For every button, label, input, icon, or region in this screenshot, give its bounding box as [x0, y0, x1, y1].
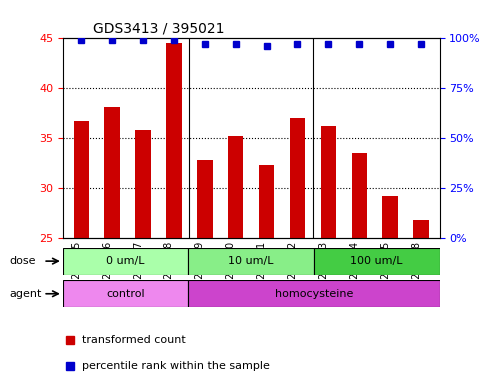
- Bar: [321, 126, 336, 238]
- Bar: [413, 220, 429, 238]
- Text: GDS3413 / 395021: GDS3413 / 395021: [93, 22, 225, 36]
- FancyBboxPatch shape: [188, 248, 314, 275]
- Bar: [290, 118, 305, 238]
- Bar: [135, 130, 151, 238]
- Bar: [228, 136, 243, 238]
- Text: homocysteine: homocysteine: [275, 289, 353, 299]
- Bar: [383, 196, 398, 238]
- Text: transformed count: transformed count: [82, 335, 185, 345]
- Bar: [197, 160, 213, 238]
- FancyBboxPatch shape: [63, 248, 188, 275]
- FancyBboxPatch shape: [188, 280, 440, 307]
- Bar: [73, 121, 89, 238]
- Text: dose: dose: [10, 256, 36, 266]
- Text: percentile rank within the sample: percentile rank within the sample: [82, 361, 270, 371]
- Text: 100 um/L: 100 um/L: [351, 256, 403, 266]
- Text: 0 um/L: 0 um/L: [106, 256, 145, 266]
- FancyBboxPatch shape: [314, 248, 440, 275]
- Bar: [104, 107, 120, 238]
- Text: agent: agent: [10, 289, 42, 299]
- Text: control: control: [106, 289, 145, 299]
- Text: 10 um/L: 10 um/L: [228, 256, 274, 266]
- FancyBboxPatch shape: [63, 280, 188, 307]
- Bar: [352, 153, 367, 238]
- Bar: [259, 165, 274, 238]
- Bar: [166, 43, 182, 238]
